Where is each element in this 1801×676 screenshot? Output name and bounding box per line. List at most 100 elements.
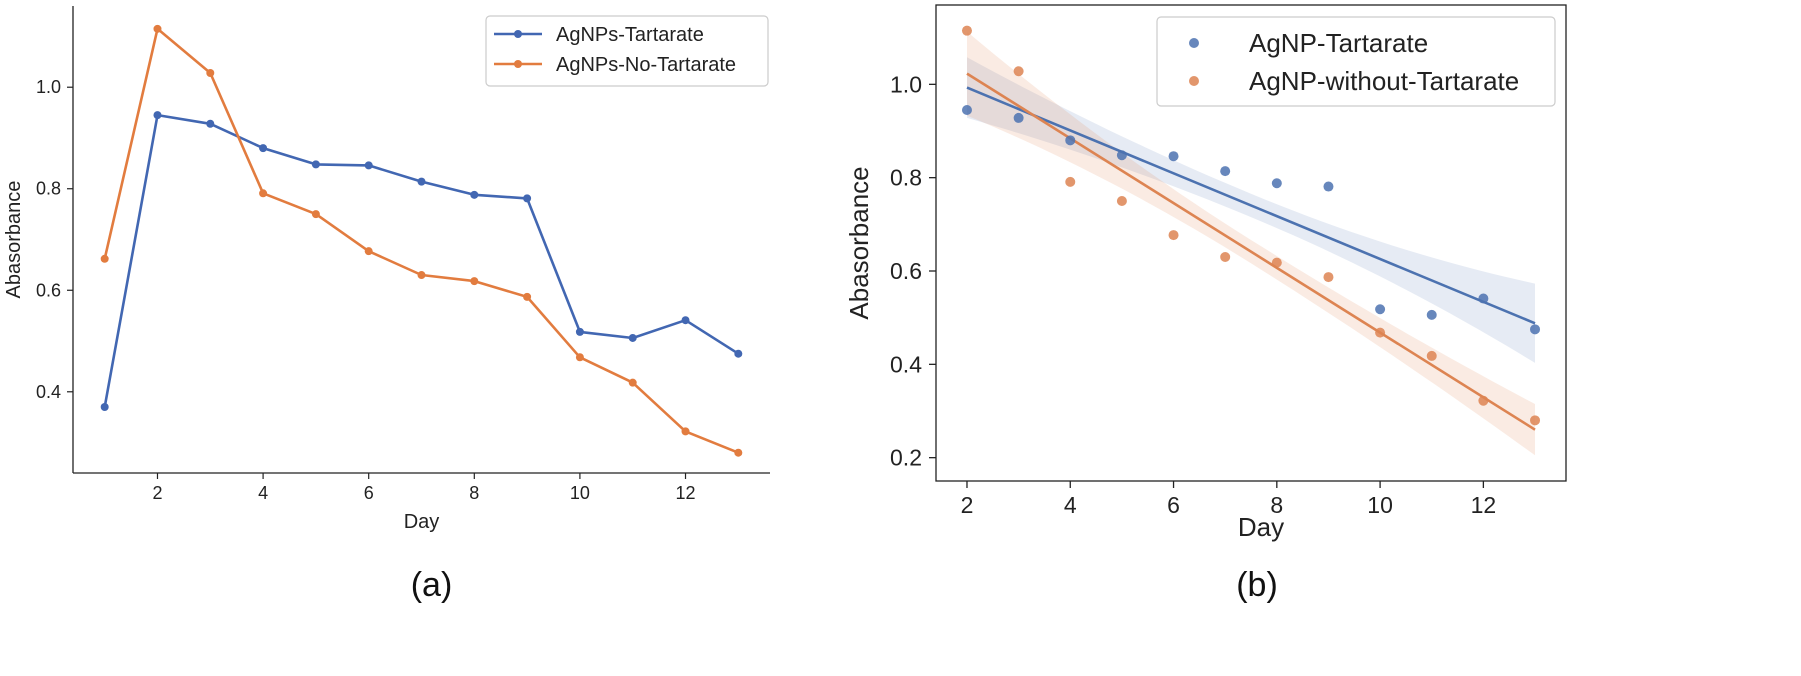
- panel-b-data-point: [1271, 257, 1282, 268]
- panel-b-x-tick-label: 6: [1167, 492, 1180, 518]
- panel-a-data-point: [153, 24, 162, 33]
- panel-a-data-point: [364, 247, 373, 256]
- panel-a-legend-marker: [514, 60, 522, 68]
- panel-b-data-point: [1168, 230, 1179, 241]
- panel-a-data-point: [417, 271, 426, 280]
- panel-a-data-point: [628, 333, 637, 342]
- panel-a-legend-label: AgNPs-Tartarate: [556, 24, 704, 46]
- panel-b-y-tick-label: 0.2: [890, 445, 922, 471]
- panel-b-legend-box: [1156, 16, 1556, 107]
- panel-a-x-tick-label: 2: [152, 483, 162, 503]
- panel-a-series-line-1: [103, 27, 739, 454]
- panel-b-legend-label: AgNP-without-Tartarate: [1249, 66, 1519, 96]
- panel-b-data-point: [1013, 112, 1024, 123]
- panel-a-legend: AgNPs-Tartarate AgNPs-No-Tartarate: [485, 15, 769, 87]
- panel-a-data-point: [153, 111, 162, 120]
- panel-a-data-point: [734, 349, 743, 358]
- panel-b-data-point: [1271, 178, 1282, 189]
- panel-b-data-point: [1168, 151, 1179, 162]
- panel-a-y-tick-label: 0.4: [36, 382, 61, 402]
- panel-b-x-label: Day: [1238, 512, 1284, 542]
- panel-b-data-point: [1530, 324, 1541, 335]
- panel-b-data-point: [1426, 309, 1437, 320]
- panel-a-x-label: Day: [404, 511, 440, 533]
- panel-a-legend-marker: [514, 30, 522, 38]
- panel-a-x-tick-label: 10: [570, 483, 590, 503]
- panel-a-y-tick-label: 0.8: [36, 179, 61, 199]
- panel-a-data-point: [470, 277, 479, 286]
- panel-a-data-point: [259, 144, 268, 153]
- panel-b-data-point: [1375, 327, 1386, 338]
- panel-a-data-point: [364, 161, 373, 170]
- panel-a-x-tick-label: 4: [258, 483, 268, 503]
- panel-a-legend-label: AgNPs-No-Tartarate: [556, 54, 736, 76]
- panel-a-x-tick-label: 6: [364, 483, 374, 503]
- panel-b-x-tick-label: 10: [1367, 492, 1393, 518]
- panel-a-data-point: [523, 194, 532, 203]
- panel-b-data-point: [1220, 252, 1231, 262]
- panel-b-data-point: [1323, 272, 1334, 283]
- panel-a-data-point: [259, 189, 268, 198]
- panel-b-data-point: [1426, 350, 1437, 361]
- panel-b-legend-marker: [1189, 38, 1199, 48]
- panel-a-legend-box: [485, 15, 769, 87]
- panel-b-data-point: [1065, 176, 1076, 187]
- panel-b-data-point: [1478, 293, 1489, 304]
- panel-a-data-point: [206, 119, 215, 128]
- panel-b-x-tick-label: 2: [961, 492, 974, 518]
- panel-b-data-point: [1530, 415, 1541, 426]
- panel-a-x-tick-label: 8: [469, 483, 479, 503]
- panel-a-data-point: [417, 177, 426, 186]
- panel-b: 2 4 6 8 10 120.20.40.60.81.0 Day Abasorbance …: [844, 4, 1567, 604]
- panel-a-data-point: [206, 69, 215, 78]
- panel-a-data-point: [575, 353, 584, 362]
- panel-a-data-point: [681, 316, 690, 325]
- panel-b-data-point: [1478, 395, 1489, 406]
- panel-a-data-point: [470, 190, 479, 199]
- panel-b-data-point: [1013, 66, 1024, 77]
- panel-b-y-tick-label: 0.6: [890, 258, 922, 284]
- panel-b-frame: [935, 4, 1567, 482]
- panel-b-data-point: [961, 25, 972, 36]
- panel-a-data-point: [311, 160, 320, 169]
- panel-b-x-tick-label: 12: [1471, 492, 1497, 518]
- panel-b-y-label: Abasorbance: [844, 166, 874, 319]
- panel-a-data-point: [100, 403, 109, 412]
- panel-b-confidence-band-1: [967, 31, 1535, 456]
- panel-b-data-point: [1220, 166, 1231, 177]
- panel-a-data-point: [311, 210, 320, 219]
- panel-b-legend-marker: [1189, 76, 1199, 86]
- panel-b-y-tick-label: 0.8: [890, 165, 922, 191]
- panel-b-x-tick-label: 4: [1064, 492, 1077, 518]
- panel-b-regression-line-1: [966, 72, 1536, 431]
- panel-b-confidence-band-0: [967, 57, 1535, 363]
- panel-b-data-point: [1323, 181, 1334, 192]
- panel-b-data-point: [1116, 196, 1127, 206]
- panel-a-data-point: [734, 448, 743, 457]
- panel-a-y-tick-label: 0.6: [36, 280, 61, 300]
- panel-a-y-tick-label: 1.0: [36, 77, 61, 97]
- panel-a-y-label: Abasorbance: [3, 181, 25, 299]
- panel-a-data-point: [100, 254, 109, 263]
- panel-b-data-point: [1065, 135, 1076, 146]
- panel-b-x-tick-label: 8: [1270, 492, 1283, 518]
- panel-a: 2 4 6 8 10 12 0.4 0.6 0.8 1.0 Day Abasorbance AgN…: [3, 6, 770, 604]
- panel-a-data-point: [681, 427, 690, 436]
- panel-a-x-tick-label: 12: [675, 483, 695, 503]
- panel-b-legend: AgNP-Tartarate AgNP-without-Tartarate: [1156, 16, 1556, 107]
- panel-b-data-point: [961, 105, 972, 115]
- panel-b-data-point: [1375, 304, 1386, 315]
- panel-b-y-tick-label: 1.0: [890, 71, 922, 97]
- panel-b-legend-label: AgNP-Tartarate: [1249, 28, 1428, 58]
- panel-a-data-point: [628, 378, 637, 387]
- panel-b-caption: (b): [1236, 566, 1278, 604]
- panel-a-series-line-0: [103, 113, 739, 408]
- panel-b-y-tick-label: 0.4: [890, 351, 922, 377]
- panel-b-data-point: [1116, 150, 1127, 161]
- panel-a-data-point: [523, 292, 532, 301]
- panel-a-caption: (a): [411, 566, 453, 604]
- panel-b-regression-line-0: [966, 86, 1536, 325]
- panel-a-data-point: [575, 327, 584, 336]
